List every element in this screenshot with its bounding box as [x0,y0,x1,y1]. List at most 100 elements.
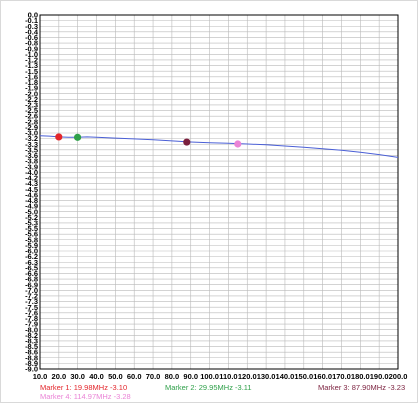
x-tick-label: 140.0 [276,372,295,381]
y-tick-label: -1.0 [25,50,38,59]
y-tick-label: -8.8 [25,353,38,362]
y-tick-label: -1.9 [25,84,38,93]
y-tick-label: -7.6 [25,308,38,317]
y-tick-label: -4.8 [25,196,38,205]
y-tick-label: -3.0 [25,129,38,138]
y-tick-label: -8.2 [25,331,38,340]
marker-2-point[interactable] [73,133,82,141]
y-tick-label: -7.3 [25,297,38,306]
x-tick-label: 50.0 [108,372,123,381]
y-tick-label: -2.0 [25,89,38,98]
y-tick-label: -2.5 [25,106,38,115]
y-tick-label: -1.2 [25,56,38,65]
x-tick-label: 10.0 [33,372,48,381]
x-tick-label: 170.0 [332,372,351,381]
x-tick-label: 40.0 [89,372,104,381]
y-tick-label: -8.5 [25,342,38,351]
marker-1-point[interactable] [55,133,63,141]
y-tick-label: -1.5 [25,67,38,76]
x-tick-label: 20.0 [52,372,67,381]
x-tick-label: 90.0 [183,372,198,381]
y-tick-label: -0.8 [25,39,38,48]
marker-2-readout: Marker 2: 29.95MHz -3.11 [165,383,252,392]
marker-3-point[interactable] [183,138,191,146]
y-tick-label: -7.2 [25,292,38,301]
y-tick-label: -8.3 [25,337,38,346]
y-tick-label: -7.9 [25,320,38,329]
y-tick-label: -4.5 [25,185,38,194]
y-tick-label: -3.5 [25,145,38,154]
marker-3-readout: Marker 3: 87.90MHz -3.23 [318,383,405,392]
y-tick-label: -0.1 [25,16,38,25]
y-tick-label: -6.8 [25,275,38,284]
y-tick-label: -3.6 [25,151,38,160]
x-tick-label: 60.0 [127,372,142,381]
y-tick-label: -8.9 [25,359,38,368]
y-tick-label: -0.6 [25,33,38,42]
y-tick-label: -6.2 [25,252,38,261]
y-tick-label: -3.9 [25,162,38,171]
y-tick-label: -0.9 [25,44,38,53]
marker-readouts: Marker 1: 19.98MHz -3.10 Marker 2: 29.95M… [40,383,405,401]
marker-layer [55,133,242,148]
y-tick-label: -7.5 [25,303,38,312]
y-tick-label: -2.6 [25,112,38,121]
y-tick-label: -0.3 [25,22,38,31]
y-tick-label: -2.8 [25,117,38,126]
y-tick-label: -1.3 [25,61,38,70]
marker-4-readout: Marker 4: 114.97MHz -3.28 [40,392,131,401]
marker-1-readout: Marker 1: 19.98MHz -3.10 [40,383,127,392]
y-tick-label: -0.4 [25,27,39,36]
y-tick-label: -3.3 [25,140,38,149]
y-tick-label: -2.3 [25,101,38,110]
x-tick-label: 130.0 [257,372,276,381]
x-tick-label: 190.0 [370,372,389,381]
y-tick-label: -2.2 [25,95,38,104]
y-tick-label: -6.6 [25,269,38,278]
y-tick-label: -8.6 [25,348,38,357]
x-tick-label: 160.0 [313,372,332,381]
y-tick-label: -5.9 [25,241,38,250]
y-tick-label: -5.6 [25,230,38,239]
y-tick-label: -6.5 [25,263,38,272]
x-tick-label: 100.0 [200,372,219,381]
grid [40,15,398,369]
marker-4-point[interactable] [234,140,242,148]
x-tick-label: 110.0 [219,372,237,381]
plot-area-border [39,14,399,370]
y-tick-label: 0.0 [28,11,38,20]
y-tick-label: -9.0 [25,365,38,374]
x-axis-ticks: 10.0 20.0 30.0 40.0 50.0 60.0 70.0 80.0 90.0 100.… [33,372,408,381]
x-tick-label: 200.0 [389,372,408,381]
y-tick-label: -5.8 [25,235,38,244]
y-tick-label: -8.0 [25,325,38,334]
x-tick-label: 70.0 [146,372,161,381]
y-tick-label: -5.3 [25,219,38,228]
y-tick-label: -6.3 [25,258,38,267]
y-tick-label: -7.8 [25,314,38,323]
y-tick-label: -5.0 [25,207,38,216]
y-tick-label: -1.8 [25,78,38,87]
y-tick-label: -3.8 [25,157,38,166]
y-axis-ticks: 0.0-0.1-0.3-0.4-0.6-0.8-0.9-1.0-1.2-1.3-… [25,11,39,374]
x-tick-label: 180.0 [351,372,370,381]
y-tick-label: -5.5 [25,224,38,233]
x-tick-label: 30.0 [70,372,85,381]
x-tick-label: 80.0 [165,372,180,381]
y-tick-label: -6.9 [25,280,38,289]
y-tick-label: -4.0 [25,168,38,177]
y-tick-label: -4.6 [25,190,38,199]
y-tick-label: -1.6 [25,72,38,81]
y-tick-label: -7.0 [25,286,38,295]
y-tick-label: -6.0 [25,247,38,256]
x-tick-label: 120.0 [238,372,257,381]
y-tick-label: -4.2 [25,174,38,183]
x-tick-label: 150.0 [294,372,313,381]
y-tick-label: -4.9 [25,202,38,211]
y-tick-label: -4.3 [25,179,38,188]
y-tick-label: -5.2 [25,213,38,222]
y-tick-label: -2.9 [25,123,38,132]
